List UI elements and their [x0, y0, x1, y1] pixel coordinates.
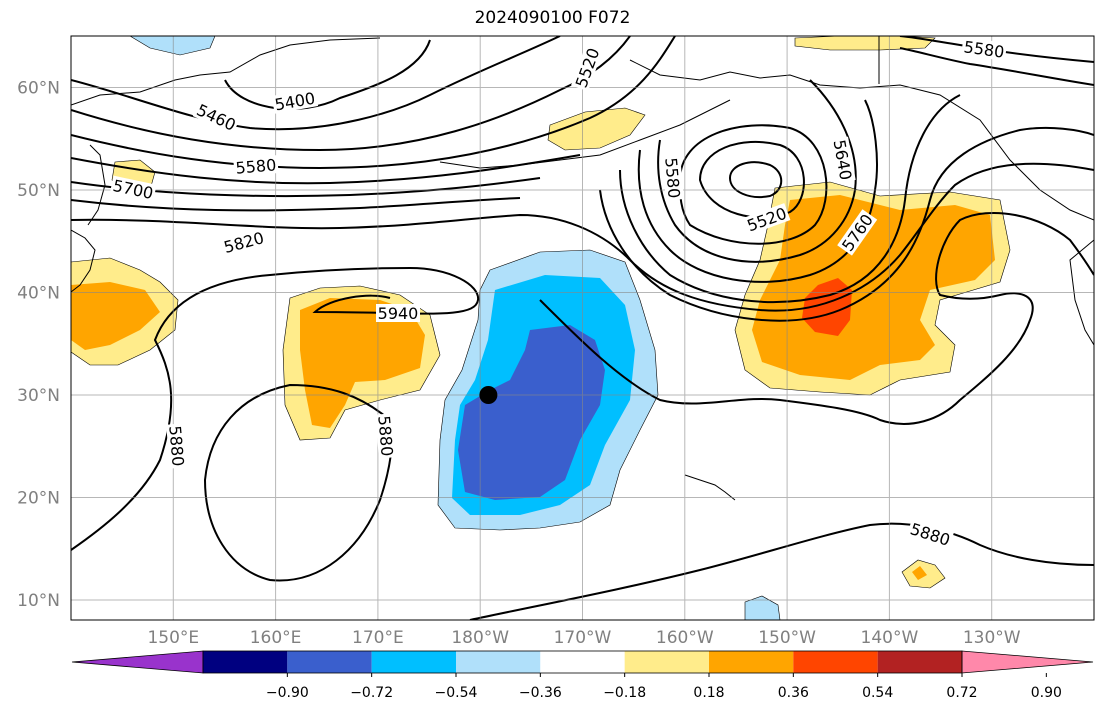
contour-label: 5580 — [233, 155, 279, 178]
contour-5580-ne — [899, 47, 1094, 86]
svg-text:5940: 5940 — [378, 304, 419, 323]
longitude-axis: 150°E 160°E 170°E 180°W 170°W 160°W 150°W 140°W… — [147, 628, 1020, 648]
contour-low-inner — [728, 161, 783, 198]
lon-tick-label: 170°E — [352, 628, 404, 648]
lon-tick-label: 150°E — [147, 628, 199, 648]
colorbar-tick-label: −0.72 — [350, 685, 393, 701]
contour-5400 — [224, 39, 431, 110]
contour-5640-east — [637, 99, 878, 283]
contour-5820-east — [759, 162, 1094, 312]
lon-tick-label: 160°W — [656, 628, 714, 648]
lat-tick-label: 40°N — [17, 284, 60, 304]
colorbar-segment — [540, 651, 625, 673]
colorbar-tick-label: 0.36 — [778, 685, 809, 701]
cold-anomaly-core — [458, 325, 605, 500]
contour-5880-south-loop — [203, 383, 393, 582]
contour-label: 5880 — [374, 413, 397, 459]
svg-text:5580: 5580 — [661, 157, 683, 199]
colorbar-tick-label: −0.36 — [519, 685, 562, 701]
lon-tick-label: 170°W — [554, 628, 612, 648]
lon-tick-label: 160°E — [250, 628, 302, 648]
lon-tick-label: 140°W — [861, 628, 919, 648]
colorbar-tick-label: 0.54 — [862, 685, 893, 701]
colorbar-extend-low — [71, 650, 204, 674]
lat-tick-label: 10°N — [17, 591, 60, 611]
contour-5640-north — [71, 154, 581, 185]
lat-tick-label: 60°N — [17, 79, 60, 99]
colorbar-extend-high — [961, 650, 1094, 674]
contour-label: 5940 — [376, 304, 420, 323]
coast-na-west — [1069, 239, 1094, 346]
colorbar-segment — [456, 651, 541, 673]
colorbar-segment — [371, 651, 456, 673]
colorbar-tick-label: 0.90 — [1031, 685, 1062, 701]
contour-5880-south — [469, 522, 1094, 620]
warm-anomaly-west-core — [71, 282, 160, 350]
svg-text:5880: 5880 — [374, 415, 396, 457]
warm-anomaly-east-core — [752, 195, 995, 380]
lon-tick-label: 130°W — [963, 628, 1021, 648]
colorbar-tick-label: 0.18 — [693, 685, 724, 701]
colorbar-segment — [287, 651, 372, 673]
colorbar-segment — [793, 651, 878, 673]
warm-anomaly-top — [794, 36, 936, 51]
colorbar-tick-label: −0.90 — [266, 685, 309, 701]
cold-anomaly-small-se — [744, 595, 781, 620]
colorbar-segment — [624, 651, 709, 673]
coast-kamchatka — [87, 144, 106, 226]
colorbar-tick-label: 0.72 — [946, 685, 977, 701]
contour-label: 5700 — [109, 175, 157, 203]
latitude-axis: 60°N 50°N 40°N 30°N 20°N 10°N — [17, 79, 60, 612]
warm-anomaly-north — [547, 107, 646, 151]
contour-5580-east — [657, 79, 857, 263]
contour-5700-east — [619, 94, 961, 303]
center-marker — [479, 386, 498, 404]
colorbar-segment — [709, 651, 794, 673]
lat-tick-label: 30°N — [17, 386, 60, 406]
map-title: 2024090100 F072 — [474, 8, 631, 28]
colorbar-segment — [203, 651, 288, 673]
svg-text:5880: 5880 — [165, 425, 187, 467]
contour-low-2 — [698, 140, 805, 219]
map-frame — [70, 35, 1095, 621]
colorbar-tick-label: −0.18 — [603, 685, 646, 701]
contour-5580-north — [71, 36, 676, 170]
map-layers — [71, 36, 1094, 620]
cold-anomaly-top — [129, 36, 216, 56]
coast-aleutians — [439, 99, 731, 169]
lon-tick-label: 150°W — [758, 628, 816, 648]
lat-tick-label: 20°N — [17, 489, 60, 509]
lat-tick-label: 50°N — [17, 181, 60, 201]
colorbar-outline — [202, 650, 963, 674]
svg-text:5580: 5580 — [235, 155, 277, 177]
contour-5820 — [71, 213, 761, 311]
contour-label: 5580 — [661, 155, 684, 201]
colorbar-tick-label: −0.54 — [435, 685, 478, 701]
contour-5760-west — [71, 197, 521, 212]
colorbar-segment — [877, 651, 962, 673]
contour-5760-east — [599, 126, 1094, 322]
colorbar: −0.90 −0.72 −0.54 −0.36 −0.18 0.18 0.36 0.54 0.7… — [71, 650, 1094, 701]
contour-label: 5880 — [165, 423, 188, 469]
contour-low-3 — [678, 124, 828, 245]
contour-5460 — [71, 36, 561, 131]
contour-5880-east — [539, 211, 1094, 425]
coast-hawaii — [684, 474, 736, 501]
coast-japan — [71, 229, 96, 293]
lon-tick-label: 180°W — [451, 628, 509, 648]
warm-anomaly-small-se-core — [912, 566, 927, 580]
